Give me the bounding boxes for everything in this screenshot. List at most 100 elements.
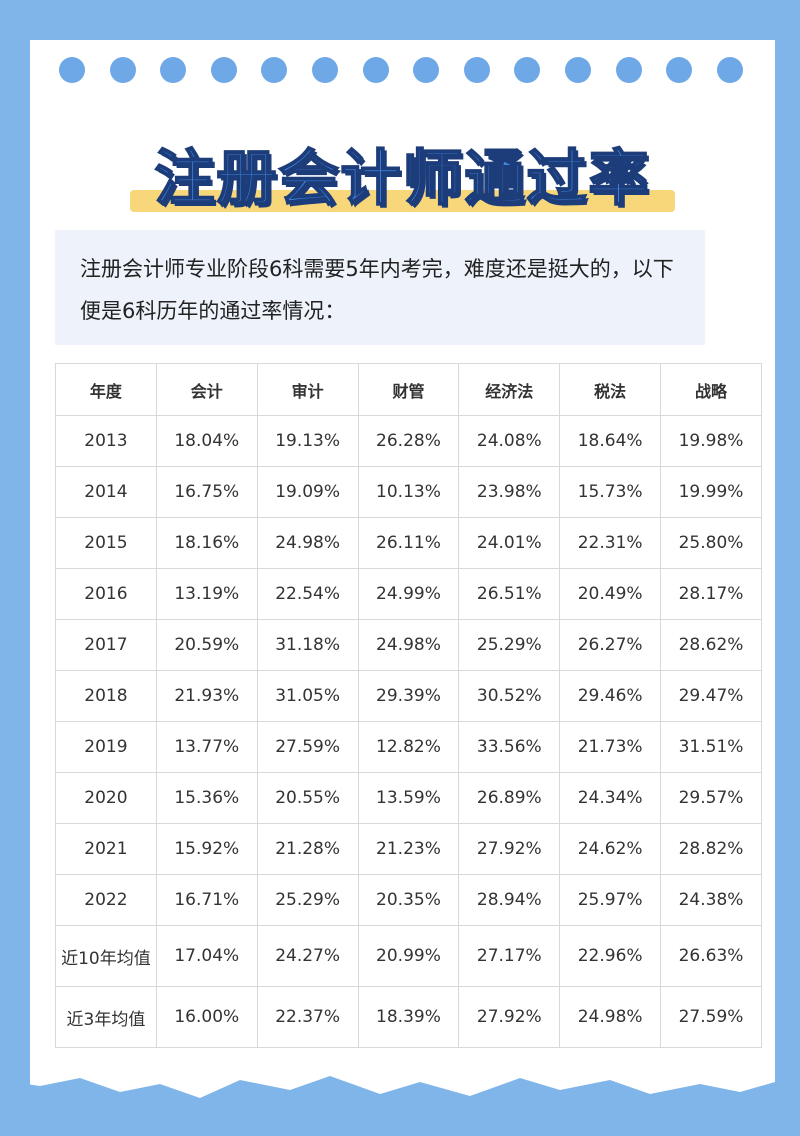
table-cell: 审计 xyxy=(256,363,359,416)
table-cell: 2017 xyxy=(55,619,157,671)
pass-rate-table: 年度 会计 审计 财管 经济法 税法 战略 2013 18.04% 19.13% 26.28% 24.… xyxy=(55,363,762,1048)
table-cell: 28.82% xyxy=(660,823,762,875)
table-cell: 13.77% xyxy=(155,721,258,773)
hole xyxy=(210,57,237,83)
table-cell: 2016 xyxy=(55,568,157,620)
table-cell: 29.46% xyxy=(559,670,662,722)
table-cell: 27.92% xyxy=(458,823,561,875)
table-cell: 10.13% xyxy=(357,466,460,518)
table-cell: 29.57% xyxy=(660,772,762,824)
hole xyxy=(514,57,541,83)
table-cell: 2015 xyxy=(55,517,157,569)
table-row: 2021 15.92% 21.28% 21.23% 27.92% 24.62% 28.82% xyxy=(55,823,762,875)
table-cell: 2013 xyxy=(55,415,157,467)
table-cell: 财管 xyxy=(357,363,460,416)
table-cell: 26.28% xyxy=(357,415,460,467)
table-row: 2014 16.75% 19.09% 10.13% 23.98% 15.73% 19.99% xyxy=(55,466,762,518)
table-cell: 22.54% xyxy=(256,568,359,620)
table-cell: 24.98% xyxy=(559,986,662,1048)
hole xyxy=(716,57,743,83)
table-row: 2017 20.59% 31.18% 24.98% 25.29% 26.27% 28.62% xyxy=(55,619,762,671)
table-cell: 24.62% xyxy=(559,823,662,875)
table-cell: 33.56% xyxy=(458,721,561,773)
table-row: 近3年均值 16.00% 22.37% 18.39% 27.92% 24.98% 27.59… xyxy=(55,986,762,1048)
hole xyxy=(59,57,85,83)
table-cell: 25.29% xyxy=(256,874,359,926)
paper: 注册会计师通过率 注册会计师专业阶段6科需要5年内考完，难度还是挺大的，以下便是… xyxy=(30,40,775,1100)
table-cell: 25.97% xyxy=(559,874,662,926)
table-cell: 2022 xyxy=(55,874,157,926)
table-cell: 20.35% xyxy=(357,874,460,926)
hole xyxy=(463,57,490,83)
table-cell: 24.27% xyxy=(256,925,359,987)
table-cell: 16.71% xyxy=(155,874,258,926)
table-cell: 会计 xyxy=(155,363,258,416)
hole xyxy=(312,57,338,83)
table-cell: 27.17% xyxy=(458,925,561,987)
table-row: 2013 18.04% 19.13% 26.28% 24.08% 18.64% 19.98% xyxy=(55,415,762,467)
table-cell: 31.51% xyxy=(660,721,762,773)
table-cell: 18.04% xyxy=(155,415,258,467)
hole xyxy=(413,57,440,83)
table-cell: 18.16% xyxy=(155,517,258,569)
table-row: 2015 18.16% 24.98% 26.11% 24.01% 22.31% 25.80% xyxy=(55,517,762,569)
table-cell: 24.99% xyxy=(357,568,460,620)
table-cell: 26.63% xyxy=(660,925,762,987)
torn-shape xyxy=(0,1076,800,1136)
table-cell: 28.62% xyxy=(660,619,762,671)
table-cell: 20.55% xyxy=(256,772,359,824)
table-cell: 24.98% xyxy=(256,517,359,569)
table-cell: 30.52% xyxy=(458,670,561,722)
table-row: 2016 13.19% 22.54% 24.99% 26.51% 20.49% 28.17% xyxy=(55,568,762,620)
table-cell: 24.01% xyxy=(458,517,561,569)
table-cell: 22.37% xyxy=(256,986,359,1048)
table-row: 2020 15.36% 20.55% 13.59% 26.89% 24.34% 29.57% xyxy=(55,772,762,824)
table-cell: 近10年均值 xyxy=(55,925,157,987)
hole xyxy=(160,57,187,83)
table-cell: 27.59% xyxy=(256,721,359,773)
table-cell: 24.98% xyxy=(357,619,460,671)
table-cell: 16.00% xyxy=(155,986,258,1048)
table-cell: 20.99% xyxy=(357,925,460,987)
table-cell: 28.17% xyxy=(660,568,762,620)
table-cell: 26.11% xyxy=(357,517,460,569)
table-cell: 15.92% xyxy=(155,823,258,875)
table-cell: 24.08% xyxy=(458,415,561,467)
table-cell: 21.73% xyxy=(559,721,662,773)
table-cell: 26.27% xyxy=(559,619,662,671)
hole xyxy=(362,57,389,83)
table-cell: 22.31% xyxy=(559,517,662,569)
table-cell: 近3年均值 xyxy=(55,986,157,1048)
table-row: 近10年均值 17.04% 24.27% 20.99% 27.17% 22.96% 26.6… xyxy=(55,925,762,987)
table-cell: 战略 xyxy=(660,363,762,416)
table-cell: 24.34% xyxy=(559,772,662,824)
table-cell: 28.94% xyxy=(458,874,561,926)
table-cell: 13.59% xyxy=(357,772,460,824)
hole xyxy=(615,57,642,83)
table-cell: 税法 xyxy=(559,363,662,416)
hole xyxy=(565,57,591,83)
table-cell: 21.23% xyxy=(357,823,460,875)
table-cell: 12.82% xyxy=(357,721,460,773)
title: 注册会计师通过率 xyxy=(154,143,651,215)
table-cell: 26.89% xyxy=(458,772,561,824)
table-cell: 25.29% xyxy=(458,619,561,671)
table-cell: 2018 xyxy=(55,670,157,722)
table-row: 2022 16.71% 25.29% 20.35% 28.94% 25.97% 24.38% xyxy=(55,874,762,926)
title-highlight xyxy=(130,190,675,212)
table-cell: 22.96% xyxy=(559,925,662,987)
hole xyxy=(109,57,136,83)
table-cell: 19.13% xyxy=(256,415,359,467)
table-row: 2018 21.93% 31.05% 29.39% 30.52% 29.46% 29.47% xyxy=(55,670,762,722)
table-cell: 18.39% xyxy=(357,986,460,1048)
hole xyxy=(666,57,693,83)
table-cell: 2019 xyxy=(55,721,157,773)
table-cell: 经济法 xyxy=(458,363,561,416)
table-cell: 2020 xyxy=(55,772,157,824)
table-cell: 年度 xyxy=(55,363,157,416)
table-row: 年度 会计 审计 财管 经济法 税法 战略 xyxy=(55,363,762,416)
table-cell: 29.47% xyxy=(660,670,762,722)
table-cell: 16.75% xyxy=(155,466,258,518)
table-cell: 31.18% xyxy=(256,619,359,671)
